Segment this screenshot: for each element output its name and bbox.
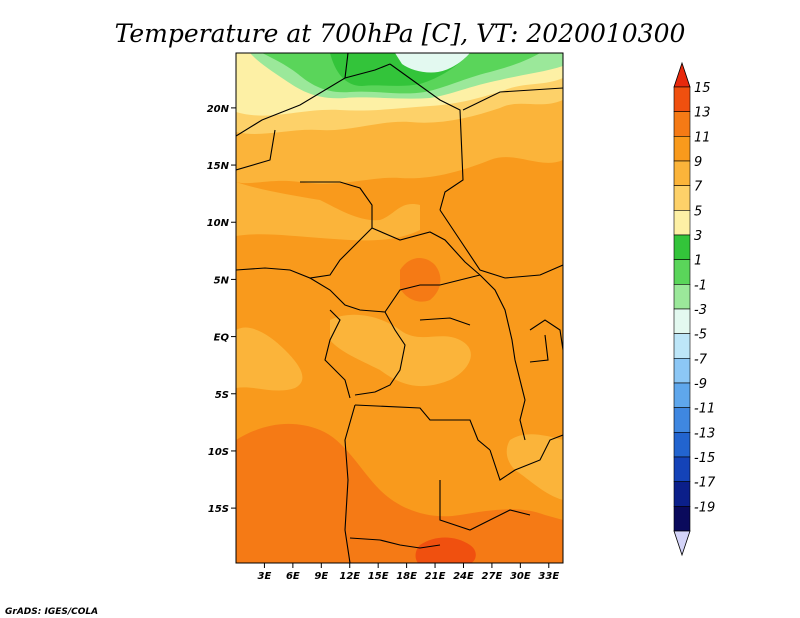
colorbar-swatch <box>673 185 691 211</box>
field-light-orange-patch <box>236 182 420 241</box>
colorbar-swatch <box>673 136 691 162</box>
colorbar-swatch <box>673 308 691 334</box>
colorbar-label: -15 <box>694 451 715 466</box>
colorbar-swatch <box>673 333 691 359</box>
colorbar-label: 11 <box>694 130 711 145</box>
colorbar-lower-arrow <box>673 530 691 557</box>
lon-tick-label: 12E <box>339 571 360 582</box>
lon-tick-label: 6E <box>286 571 300 582</box>
colorbar-label: 15 <box>694 81 711 96</box>
colorbar-swatch <box>673 382 691 408</box>
colorbar-label: -19 <box>694 500 715 515</box>
colorbar-swatch <box>673 259 691 285</box>
map-frame <box>235 52 564 564</box>
temperature-field <box>236 53 563 563</box>
latitude-axis: 20N 15N 10N 5N EQ 5S 10S 15S <box>207 104 236 515</box>
colorbar-swatch <box>673 407 691 433</box>
field-red <box>415 537 476 563</box>
colorbar-label: -3 <box>694 303 707 318</box>
colorbar-swatch <box>673 86 691 112</box>
colorbar-label: 5 <box>694 204 702 219</box>
colorbar-swatch <box>673 160 691 186</box>
colorbar-swatch <box>673 481 691 507</box>
colorbar-upper-arrow <box>673 61 691 88</box>
lon-tick-label: 9E <box>314 571 328 582</box>
colorbar-label: -5 <box>694 328 707 343</box>
field-red-orange-patch <box>400 258 441 302</box>
lon-tick-label: 3E <box>258 571 272 582</box>
lat-tick-label: 10N <box>207 218 230 229</box>
colorbar-label: 1 <box>694 254 702 269</box>
lat-tick-label: 15S <box>208 504 229 515</box>
field-light-orange-central <box>330 314 471 387</box>
map-title: Temperature at 700hPa [C], VT: 202001030… <box>115 19 686 48</box>
grads-credit: GrADS: IGES/COLA <box>5 607 98 617</box>
lon-tick-label: 33E <box>538 571 559 582</box>
colorbar-swatch <box>673 358 691 384</box>
colorbar-swatch <box>673 456 691 482</box>
colorbar-label: -9 <box>694 377 707 392</box>
colorbar-label: -17 <box>694 476 716 491</box>
colorbar-label: 9 <box>694 155 702 170</box>
colorbar-swatch <box>673 210 691 236</box>
lon-tick-label: 30E <box>510 571 531 582</box>
field-orange-east <box>506 434 563 500</box>
lat-tick-label: 15N <box>207 161 230 172</box>
field-red-orange <box>236 423 563 563</box>
longitude-axis: 3E 6E 9E 12E 15E 18E 21E 24E 27E 30E 33E <box>258 563 559 582</box>
lat-tick-label: EQ <box>214 333 230 344</box>
lon-tick-label: 21E <box>425 571 446 582</box>
country-borders <box>236 53 563 563</box>
lat-tick-label: 20N <box>207 104 230 115</box>
field-pale-cyan <box>395 53 470 73</box>
colorbar-label: -1 <box>694 278 707 293</box>
colorbar-label: -7 <box>694 352 708 367</box>
colorbar-swatch <box>673 284 691 310</box>
lon-tick-label: 18E <box>396 571 417 582</box>
colorbar-label: -11 <box>694 402 715 417</box>
lat-tick-label: 5N <box>214 275 230 286</box>
colorbar-label: -13 <box>694 426 715 441</box>
colorbar-swatch <box>673 506 691 532</box>
lon-tick-label: 27E <box>482 571 503 582</box>
colorbar-swatch <box>673 234 691 260</box>
colorbar-label: 7 <box>694 180 703 195</box>
colorbar-label: 13 <box>694 106 711 121</box>
lon-tick-label: 24E <box>453 571 474 582</box>
field-light-orange-west <box>236 327 303 391</box>
lat-tick-label: 5S <box>215 390 229 401</box>
lon-tick-label: 15E <box>368 571 389 582</box>
colorbar-swatch <box>673 432 691 458</box>
lat-tick-label: 10S <box>208 447 229 458</box>
colorbar-label: 3 <box>694 229 702 244</box>
colorbar: 15 13 11 9 7 5 3 1 -1 -3 -5 -7 -9 -11 -13 -15 -17 -19 <box>673 61 716 557</box>
colorbar-swatch <box>673 111 691 137</box>
